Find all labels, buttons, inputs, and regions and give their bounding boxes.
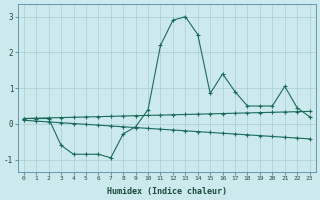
- X-axis label: Humidex (Indice chaleur): Humidex (Indice chaleur): [107, 187, 227, 196]
